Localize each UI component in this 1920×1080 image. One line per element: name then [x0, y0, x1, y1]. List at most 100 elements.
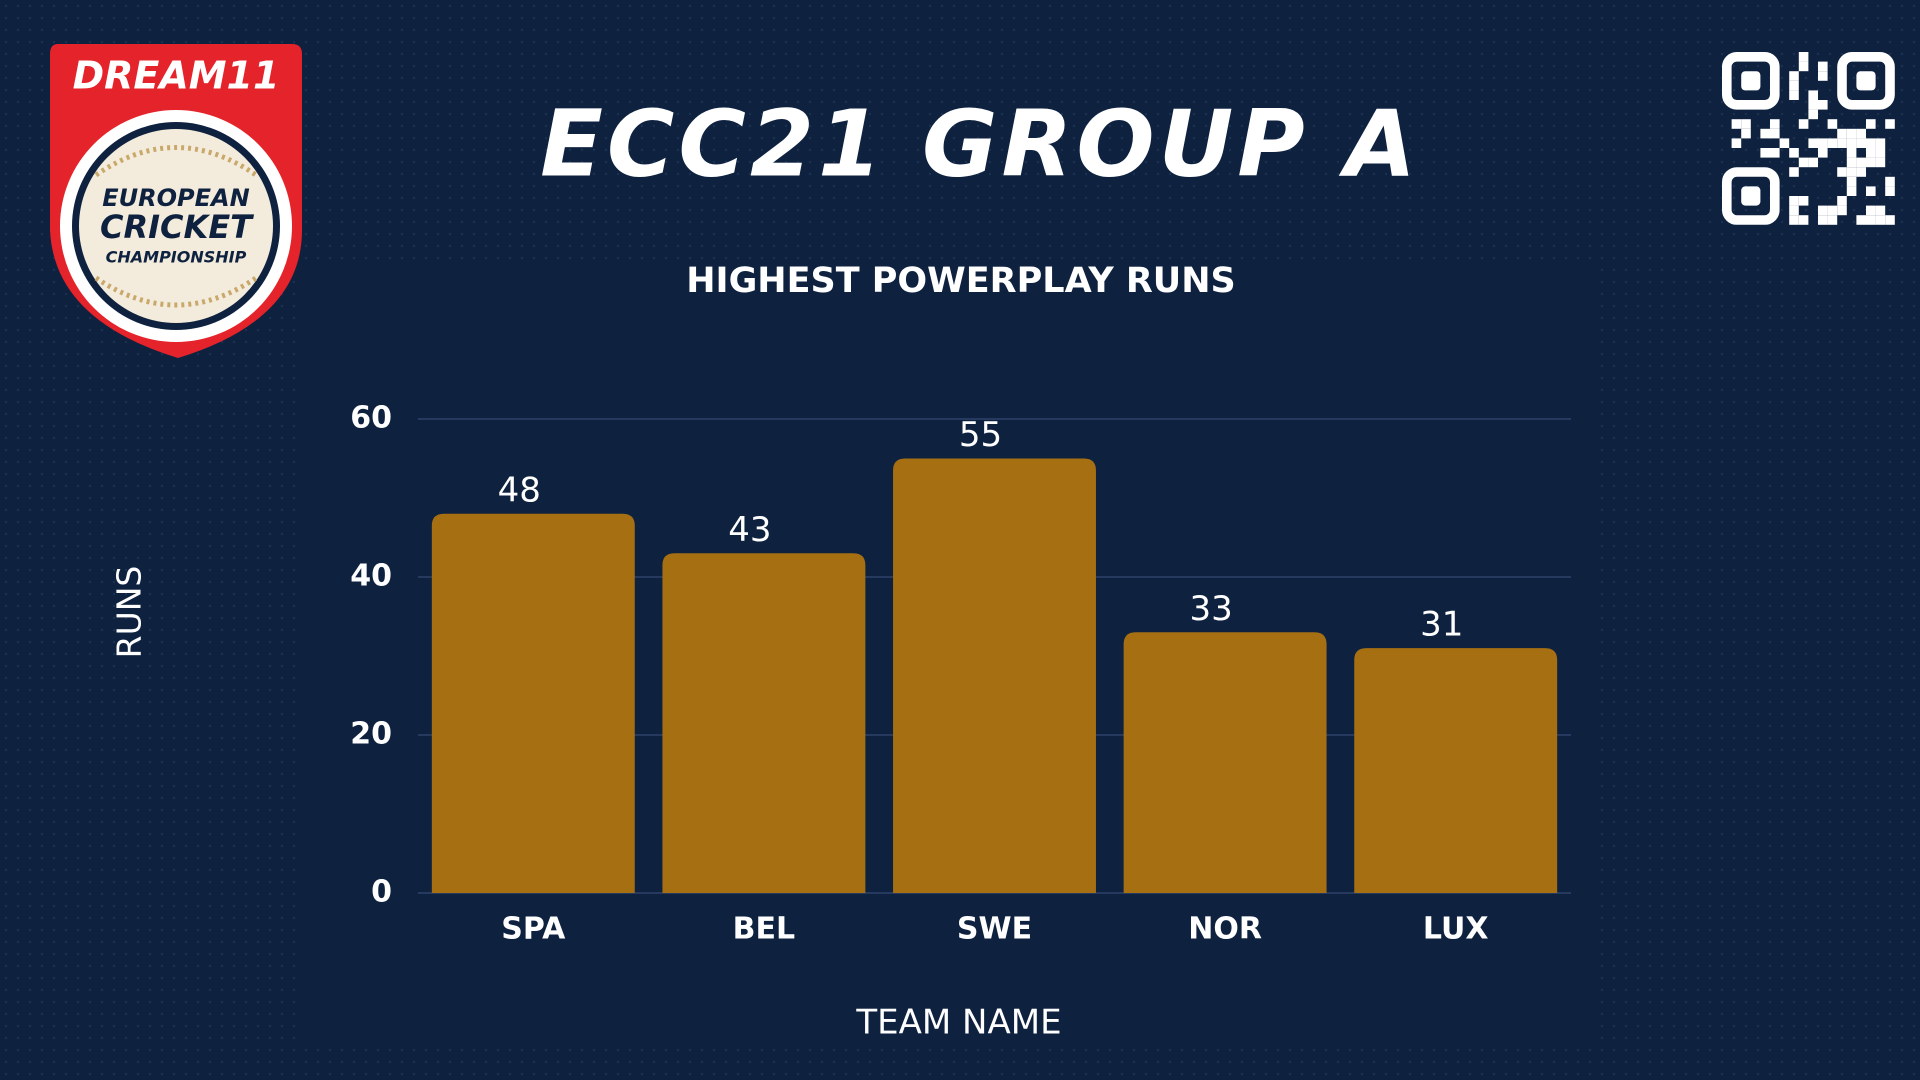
- qr-module: [1808, 138, 1818, 148]
- qr-module: [1789, 90, 1799, 100]
- qr-module: [1885, 119, 1895, 129]
- qr-module: [1866, 119, 1876, 129]
- qr-module: [1770, 119, 1780, 129]
- chart-subtitle: HIGHEST POWERPLAY RUNS: [686, 261, 1235, 301]
- qr-finder-dot: [1741, 186, 1761, 206]
- qr-module: [1779, 138, 1790, 148]
- qr-module: [1866, 205, 1876, 216]
- x-tick-label: SPA: [501, 912, 566, 947]
- qr-module: [1846, 186, 1857, 196]
- logo: DREAM11 EUROPEAN CRICKET CHAMPIONSHIP: [50, 44, 302, 358]
- qr-module: [1856, 215, 1866, 225]
- qr-module: [1827, 215, 1838, 225]
- plot: 0 20 40 60 48 SPA 43 BEL 55 SWE 33 NOR 31 LUX: [350, 401, 1571, 947]
- qr-module: [1846, 138, 1857, 148]
- value-label: 33: [1189, 589, 1232, 629]
- chart-title: ECC21 GROUP A: [540, 90, 1420, 197]
- qr-module: [1875, 157, 1886, 168]
- qr-module: [1818, 61, 1828, 72]
- qr-module: [1866, 186, 1876, 196]
- qr-module: [1798, 61, 1809, 72]
- qr-module: [1856, 167, 1866, 177]
- qr-module: [1789, 148, 1799, 158]
- y-tick-label: 20: [350, 717, 392, 752]
- x-axis-label: TEAM NAME: [855, 1003, 1061, 1043]
- qr-module: [1856, 157, 1866, 168]
- logo-text: CHAMPIONSHIP: [106, 248, 247, 267]
- x-tick-label: SWE: [957, 912, 1032, 947]
- qr-module: [1856, 138, 1866, 148]
- qr-module: [1866, 138, 1876, 148]
- qr-module: [1837, 138, 1847, 148]
- qr-module: [1789, 80, 1799, 91]
- qr-module: [1827, 119, 1838, 129]
- bar: [1354, 648, 1558, 893]
- bar: [893, 458, 1096, 893]
- qr-module: [1760, 148, 1770, 158]
- qr-module: [1731, 119, 1742, 129]
- logo-text: CRICKET: [100, 208, 254, 246]
- qr-finder: [1837, 51, 1895, 110]
- qr-finder: [1722, 167, 1780, 225]
- qr-module: [1827, 205, 1838, 216]
- qr-module: [1837, 196, 1847, 206]
- qr-module: [1875, 138, 1886, 148]
- x-tick-label: LUX: [1423, 912, 1489, 947]
- qr-module: [1827, 138, 1838, 148]
- qr-module: [1875, 148, 1886, 158]
- qr-module: [1818, 138, 1828, 148]
- qr-module: [1818, 215, 1828, 225]
- y-tick-label: 60: [350, 401, 392, 436]
- bar: [431, 513, 635, 893]
- qr-module: [1866, 157, 1876, 168]
- qr-module: [1846, 148, 1857, 158]
- value-label: 43: [728, 510, 771, 550]
- qr-module: [1875, 205, 1886, 216]
- qr-module: [1731, 138, 1742, 148]
- qr-module: [1798, 196, 1809, 206]
- qr-module: [1846, 167, 1857, 177]
- qr-module: [1798, 119, 1809, 129]
- qr-module: [1741, 119, 1751, 129]
- qr-module: [1808, 100, 1818, 110]
- y-axis-label: RUNS: [110, 566, 149, 659]
- qr-module: [1808, 109, 1818, 120]
- qr-module: [1798, 215, 1809, 225]
- qr-module: [1818, 148, 1828, 158]
- qr-finder-dot: [1856, 71, 1876, 91]
- qr-module: [1770, 148, 1780, 158]
- bar: [1123, 632, 1327, 893]
- qr-module: [1798, 52, 1809, 62]
- qr-module: [1837, 128, 1847, 139]
- value-label: 31: [1420, 605, 1463, 645]
- qr-module: [1885, 186, 1895, 196]
- qr-module: [1818, 205, 1828, 216]
- qr-module: [1846, 157, 1857, 168]
- qr-module: [1866, 148, 1876, 158]
- qr-module: [1837, 205, 1847, 216]
- qr-finder-dot: [1741, 71, 1761, 91]
- logo-brand: DREAM11: [73, 54, 280, 98]
- y-tick-label: 40: [350, 559, 392, 594]
- qr-module: [1789, 205, 1799, 216]
- qr-module: [1846, 128, 1857, 139]
- qr-module: [1808, 157, 1818, 168]
- qr-code: [1722, 51, 1895, 225]
- qr-module: [1789, 196, 1799, 206]
- value-label: 55: [959, 415, 1002, 455]
- x-tick-label: BEL: [733, 912, 795, 947]
- logo-seam: [94, 145, 258, 308]
- qr-module: [1837, 167, 1847, 177]
- qr-module: [1741, 128, 1751, 139]
- qr-module: [1760, 128, 1770, 139]
- qr-module: [1875, 215, 1886, 225]
- logo-text: EUROPEAN: [102, 184, 249, 212]
- qr-module: [1770, 128, 1780, 139]
- qr-module: [1818, 71, 1828, 81]
- qr-module: [1789, 71, 1799, 81]
- qr-module: [1885, 176, 1895, 187]
- qr-module: [1856, 128, 1866, 139]
- value-label: 48: [498, 470, 541, 510]
